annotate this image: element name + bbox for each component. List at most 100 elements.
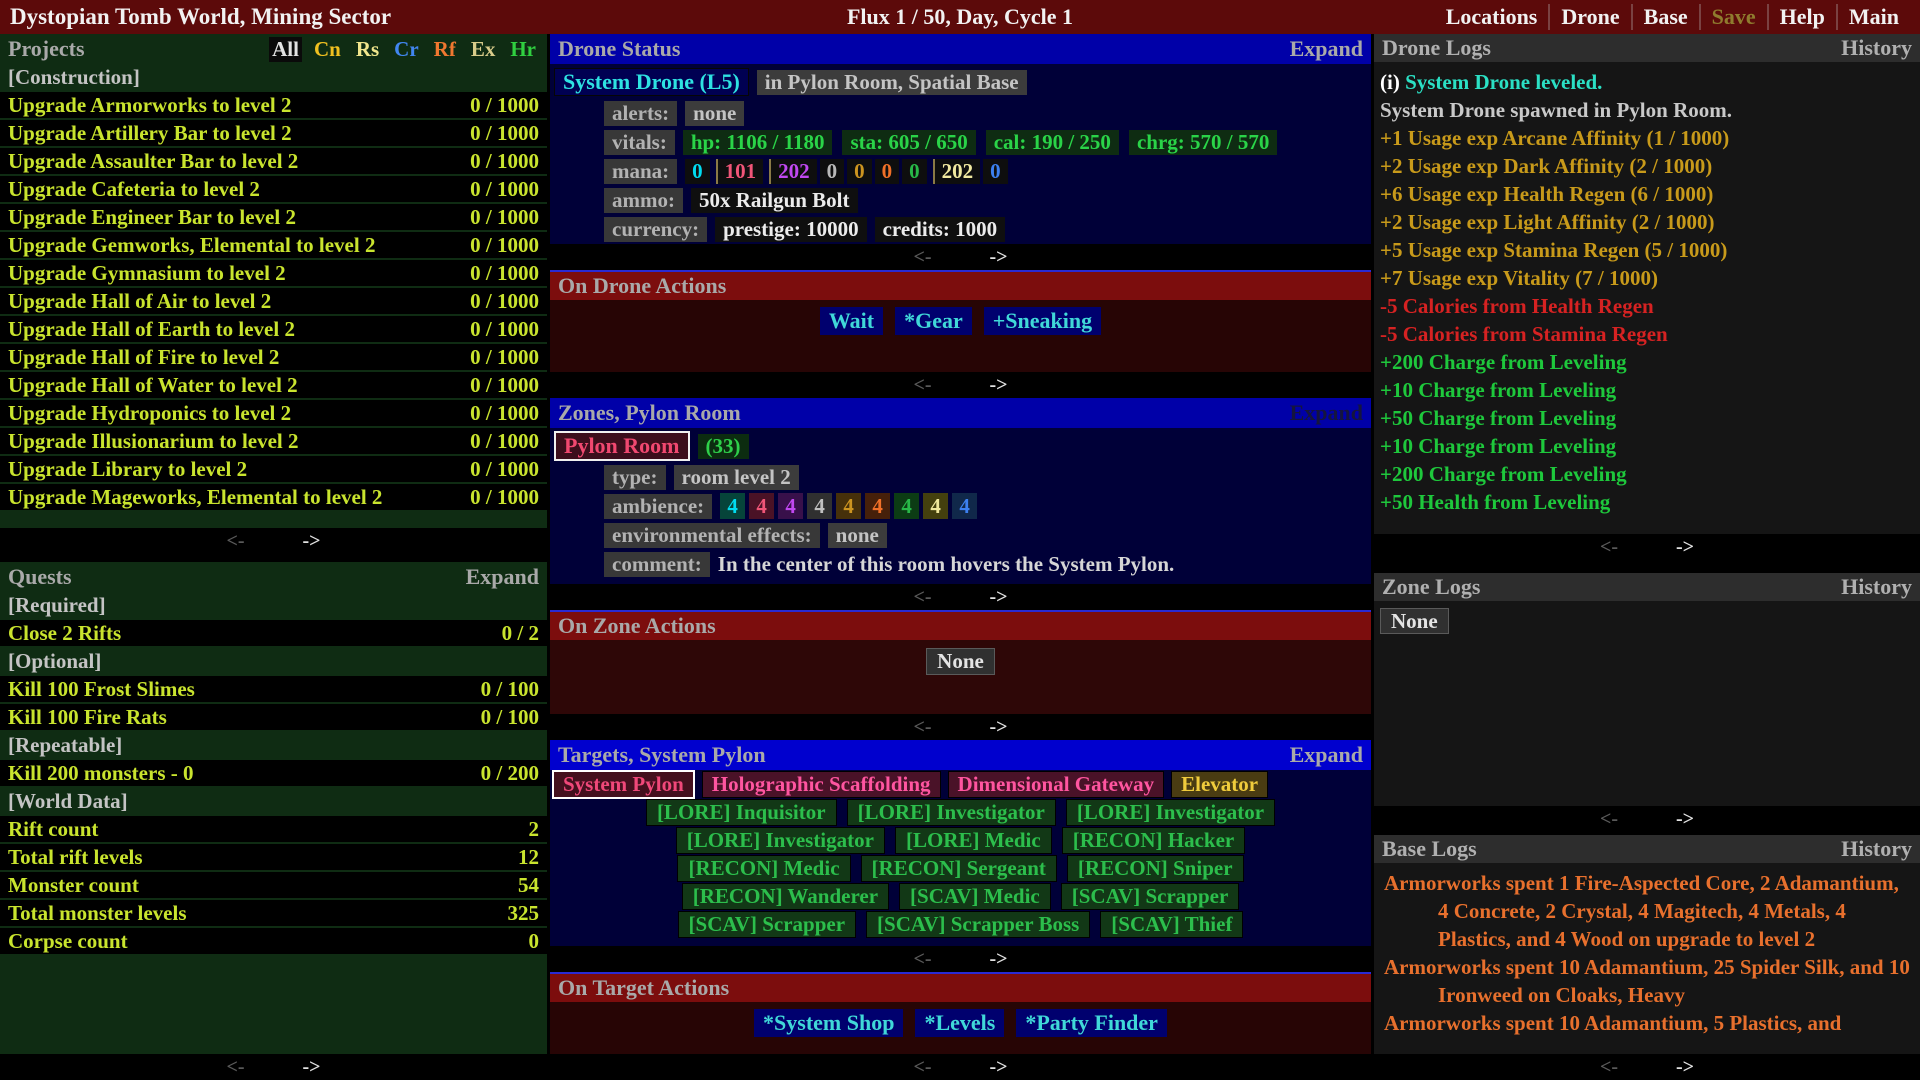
project-row[interactable]: Upgrade Mageworks, Elemental to level 2 … [0,484,547,510]
page-prev-button[interactable]: <- [913,947,932,970]
crew-target-button[interactable]: [SCAV] Thief [1100,910,1244,938]
drone-logs-history-button[interactable]: History [1841,35,1912,60]
quest-row[interactable]: Total rift levels 12 [0,844,547,870]
zone-logs-history-button[interactable]: History [1841,574,1912,599]
drone-name[interactable]: System Drone (L5) [554,68,749,96]
zone-name[interactable]: Pylon Room [554,431,690,461]
drone-status-expand-button[interactable]: Expand [1289,36,1363,61]
project-row[interactable]: Upgrade Gemworks, Elemental to level 2 0… [0,232,547,258]
crew-target-button[interactable]: [RECON] Sergeant [860,854,1057,882]
quest-row[interactable]: Corpse count 0 [0,928,547,954]
crew-target-button[interactable]: [SCAV] Scrapper [1060,882,1240,910]
project-row[interactable]: Upgrade Gymnasium to level 2 0 / 1000 [0,260,547,286]
crew-target-button[interactable]: [LORE] Inquisitor [645,798,837,826]
project-row[interactable]: Upgrade Hall of Water to level 2 0 / 100… [0,372,547,398]
project-row[interactable]: Upgrade Artillery Bar to level 2 0 / 100… [0,120,547,146]
quest-row[interactable]: Kill 200 monsters - 0 0 / 200 [0,760,547,786]
project-row[interactable]: Upgrade Library to level 2 0 / 1000 [0,456,547,482]
crew-target-button[interactable]: [RECON] Wanderer [681,882,890,910]
page-prev-button[interactable]: <- [1599,807,1618,830]
menu-item[interactable]: Base [1633,4,1701,30]
quest-row[interactable]: Rift count 2 [0,816,547,842]
page-prev-button[interactable]: <- [913,373,932,396]
crew-target-button[interactable]: [RECON] Medic [677,854,851,882]
page-next-button[interactable]: -> [989,715,1008,738]
crew-target-button[interactable]: [SCAV] Scrapper Boss [866,910,1091,938]
quests-expand-button[interactable]: Expand [465,564,539,589]
page-next-button[interactable]: -> [989,245,1008,268]
base-logs-history-button[interactable]: History [1841,836,1912,861]
projects-filters: All Cn Rs Cr Rf Ex Hr [260,36,539,62]
crew-target-button[interactable]: [RECON] Sniper [1066,854,1244,882]
zones-expand-button[interactable]: Expand [1289,400,1363,425]
quest-row[interactable]: [Repeatable] [0,732,547,758]
zone-actions-content: None [550,646,1371,676]
page-next-button[interactable]: -> [989,373,1008,396]
project-row[interactable]: Upgrade Hall of Fire to level 2 0 / 1000 [0,344,547,370]
project-row[interactable]: Upgrade Assaulter Bar to level 2 0 / 100… [0,148,547,174]
drone-action-button[interactable]: *Gear [895,307,972,335]
quest-row[interactable]: [Optional] [0,648,547,674]
crew-target-button[interactable]: [SCAV] Scrapper [677,910,857,938]
menu-item[interactable]: Drone [1550,4,1633,30]
project-filter[interactable]: Rf [433,36,456,61]
project-filter[interactable]: Cr [394,36,419,61]
project-row[interactable]: Upgrade Armorworks to level 2 0 / 1000 [0,92,547,118]
page-prev-button[interactable]: <- [226,529,245,552]
target-button[interactable]: System Pylon [552,769,695,799]
target-action-button[interactable]: *Party Finder [1016,1009,1167,1037]
project-filter[interactable]: Rs [355,36,380,61]
page-next-button[interactable]: -> [302,529,321,552]
page-next-button[interactable]: -> [1676,535,1695,558]
quest-row[interactable]: Kill 100 Frost Slimes 0 / 100 [0,676,547,702]
crew-target-button[interactable]: [RECON] Hacker [1061,826,1246,854]
page-next-button[interactable]: -> [1676,1055,1695,1078]
drone-action-button[interactable]: +Sneaking [983,307,1102,335]
page-prev-button[interactable]: <- [913,715,932,738]
page-prev-button[interactable]: <- [913,585,932,608]
target-button[interactable]: Holographic Scaffolding [701,770,941,798]
target-button[interactable]: Dimensional Gateway [947,770,1165,798]
project-row[interactable]: [Construction] [0,64,547,90]
project-filter[interactable]: Ex [470,36,496,61]
project-row[interactable]: Upgrade Cafeteria to level 2 0 / 1000 [0,176,547,202]
crew-target-button[interactable]: [LORE] Investigator [846,798,1056,826]
project-filter[interactable]: All [269,36,302,62]
page-next-button[interactable]: -> [989,585,1008,608]
page-next-button[interactable]: -> [989,1055,1008,1078]
quest-row[interactable]: Monster count 54 [0,872,547,898]
menu-item[interactable]: Save [1701,4,1769,30]
page-prev-button[interactable]: <- [913,245,932,268]
page-prev-button[interactable]: <- [1599,1055,1618,1078]
quest-row[interactable]: [World Data] [0,788,547,814]
menu-item[interactable]: Help [1769,4,1838,30]
quest-row[interactable]: Close 2 Rifts 0 / 2 [0,620,547,646]
page-prev-button[interactable]: <- [1599,535,1618,558]
page-prev-button[interactable]: <- [226,1055,245,1078]
menu-item[interactable]: Main [1848,4,1899,29]
project-row[interactable]: Upgrade Hydroponics to level 2 0 / 1000 [0,400,547,426]
menu-item[interactable]: Locations [1435,4,1551,30]
target-action-button[interactable]: *Levels [915,1009,1005,1037]
crew-target-button[interactable]: [LORE] Medic [894,826,1052,854]
page-next-button[interactable]: -> [1676,807,1695,830]
quest-row[interactable]: [Required] [0,592,547,618]
project-filter[interactable]: Cn [313,36,341,61]
quest-row[interactable]: Kill 100 Fire Rats 0 / 100 [0,704,547,730]
page-prev-button[interactable]: <- [913,1055,932,1078]
drone-action-button[interactable]: Wait [819,307,884,335]
crew-target-button[interactable]: [LORE] Investigator [675,826,885,854]
crew-target-button[interactable]: [SCAV] Medic [899,882,1051,910]
target-button[interactable]: Elevator [1171,770,1269,798]
page-next-button[interactable]: -> [302,1055,321,1078]
project-row[interactable]: Upgrade Illusionarium to level 2 0 / 100… [0,428,547,454]
page-next-button[interactable]: -> [989,947,1008,970]
crew-target-button[interactable]: [LORE] Investigator [1065,798,1276,826]
project-filter[interactable]: Hr [510,36,536,61]
target-action-button[interactable]: *System Shop [754,1009,904,1037]
project-row[interactable]: Upgrade Engineer Bar to level 2 0 / 1000 [0,204,547,230]
project-row[interactable]: Upgrade Hall of Air to level 2 0 / 1000 [0,288,547,314]
project-row[interactable]: Upgrade Hall of Earth to level 2 0 / 100… [0,316,547,342]
quest-row[interactable]: Total monster levels 325 [0,900,547,926]
targets-expand-button[interactable]: Expand [1289,742,1363,767]
